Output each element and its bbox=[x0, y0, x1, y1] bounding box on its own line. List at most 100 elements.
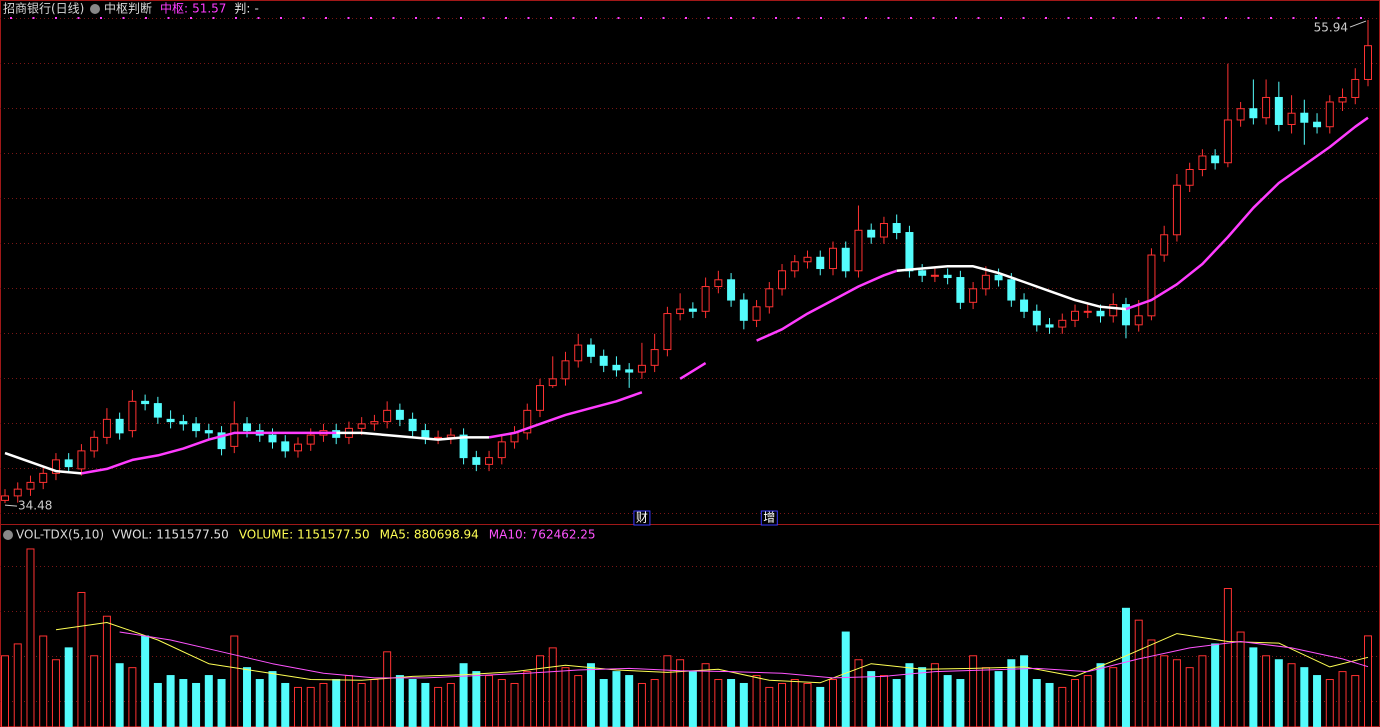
candle-body bbox=[1236, 108, 1245, 121]
candle-body bbox=[1300, 112, 1309, 123]
header-text: VOL-TDX(5,10) bbox=[16, 528, 104, 542]
candle-body bbox=[1147, 254, 1156, 317]
candle-body bbox=[1007, 279, 1016, 301]
candle-body bbox=[1262, 96, 1271, 119]
volume-bar bbox=[51, 659, 60, 727]
volume-bar bbox=[778, 682, 787, 727]
volume-bar bbox=[472, 671, 481, 727]
signal-dot bbox=[257, 17, 260, 19]
volume-bar bbox=[1198, 655, 1207, 727]
candle-body bbox=[370, 421, 379, 425]
candle-body bbox=[790, 261, 799, 272]
candle-body bbox=[676, 308, 685, 315]
volume-bar bbox=[561, 667, 570, 727]
candle-body bbox=[472, 457, 481, 465]
volume-bar bbox=[523, 671, 532, 727]
candle-body bbox=[1071, 310, 1080, 321]
volume-bar bbox=[446, 682, 455, 727]
candle-body bbox=[714, 279, 723, 288]
candle-body bbox=[446, 434, 455, 438]
candle-body bbox=[243, 423, 252, 432]
candle-body bbox=[828, 247, 837, 270]
signal-dot bbox=[617, 17, 620, 19]
volume-bar bbox=[879, 675, 888, 727]
volume-bar bbox=[1236, 631, 1245, 727]
candle-body bbox=[1351, 78, 1360, 98]
volume-bar bbox=[816, 686, 825, 727]
volume-bar bbox=[548, 647, 557, 727]
candle-body bbox=[637, 364, 646, 373]
candle-body bbox=[752, 306, 761, 321]
annotation: 增 bbox=[763, 511, 775, 525]
signal-dot bbox=[392, 17, 395, 19]
signal-dot bbox=[100, 17, 102, 19]
candle-body bbox=[765, 288, 774, 308]
volume-bar bbox=[128, 667, 137, 727]
signal-dot bbox=[482, 17, 485, 19]
candle-body bbox=[64, 459, 73, 468]
header-text: 招商银行(日线) bbox=[3, 1, 84, 16]
volume-bar bbox=[395, 675, 404, 727]
candle-body bbox=[383, 409, 392, 423]
header-text: 中枢判断 bbox=[104, 1, 152, 16]
header-text: VOLUME: bbox=[239, 528, 293, 542]
signal-dot bbox=[932, 17, 935, 19]
header-text: 判: bbox=[234, 2, 250, 16]
volume-bar bbox=[969, 655, 978, 727]
candle-body bbox=[943, 274, 952, 279]
signal-dot bbox=[77, 17, 80, 19]
signal-dot bbox=[910, 17, 912, 19]
volume-bar bbox=[1071, 679, 1080, 727]
volume-bar bbox=[1287, 663, 1296, 727]
signal-dot bbox=[1315, 17, 1317, 19]
candle-body bbox=[727, 279, 736, 301]
signal-dot bbox=[1180, 17, 1182, 19]
volume-bar bbox=[230, 635, 239, 727]
signal-dot bbox=[1157, 17, 1160, 19]
signal-dot bbox=[550, 17, 552, 19]
header-text: MA10: bbox=[489, 528, 527, 542]
volume-bar bbox=[90, 655, 99, 727]
volume-bar bbox=[1274, 659, 1283, 727]
candle-body bbox=[841, 247, 850, 272]
candle-body bbox=[293, 443, 302, 452]
volume-bar bbox=[1, 655, 9, 727]
volume-bar bbox=[752, 675, 761, 727]
signal-dot bbox=[1337, 17, 1340, 19]
volume-bar bbox=[408, 679, 417, 727]
volume-bar bbox=[357, 682, 366, 727]
signal-dot bbox=[640, 17, 642, 19]
volume-bar bbox=[102, 615, 111, 727]
signal-dot bbox=[1135, 17, 1137, 19]
volume-bar bbox=[510, 682, 519, 727]
candle-body bbox=[166, 418, 175, 423]
volume-bar bbox=[943, 675, 952, 727]
volume-bar bbox=[828, 679, 837, 727]
volume-bar bbox=[1262, 655, 1271, 727]
candle-body bbox=[485, 457, 494, 465]
candle-body bbox=[561, 360, 570, 380]
candle-body bbox=[574, 344, 583, 362]
volume-bar bbox=[956, 679, 965, 727]
candle-body bbox=[612, 364, 621, 371]
candle-body bbox=[778, 270, 787, 290]
volume-bar bbox=[688, 671, 697, 727]
signal-dot bbox=[865, 17, 867, 19]
volume-bar bbox=[803, 682, 812, 727]
signal-dot bbox=[775, 17, 777, 19]
volume-bar bbox=[1249, 647, 1258, 727]
volume-bar bbox=[727, 679, 736, 727]
candle-body bbox=[141, 400, 150, 405]
signal-dot bbox=[1000, 17, 1002, 19]
signal-dot bbox=[1022, 17, 1025, 19]
volume-bar bbox=[1300, 667, 1309, 727]
signal-dot bbox=[595, 17, 597, 19]
annotation: 财 bbox=[636, 511, 648, 525]
volume-bar bbox=[599, 679, 608, 727]
candle-body bbox=[204, 430, 213, 434]
candle-body bbox=[26, 481, 35, 490]
signal-dot bbox=[685, 17, 687, 19]
candle-body bbox=[1274, 96, 1283, 125]
signal-dot bbox=[1292, 17, 1295, 19]
